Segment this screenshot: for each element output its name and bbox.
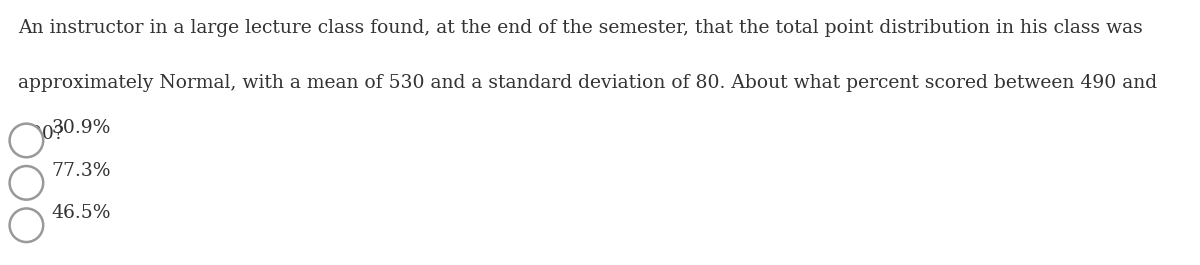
Text: 30.9%: 30.9% — [52, 119, 110, 137]
Text: 77.3%: 77.3% — [52, 162, 112, 180]
Text: An instructor in a large lecture class found, at the end of the semester, that t: An instructor in a large lecture class f… — [18, 19, 1142, 37]
Text: approximately Normal, with a mean of 530 and a standard deviation of 80. About w: approximately Normal, with a mean of 530… — [18, 74, 1157, 92]
Text: 590?: 590? — [18, 125, 64, 143]
Ellipse shape — [10, 124, 43, 157]
Ellipse shape — [10, 209, 43, 242]
Ellipse shape — [10, 166, 43, 200]
Text: 46.5%: 46.5% — [52, 204, 112, 222]
